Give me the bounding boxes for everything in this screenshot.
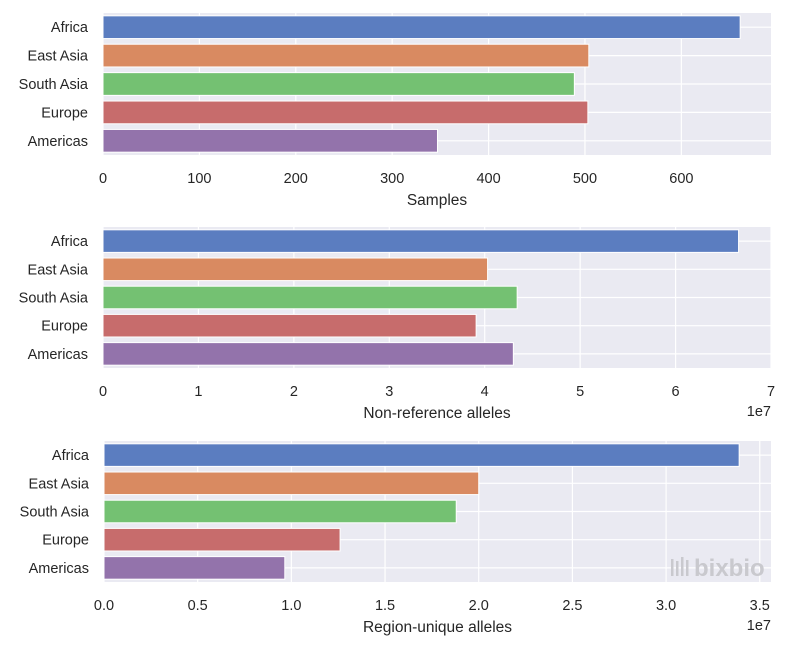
bar-americas [102, 128, 438, 153]
x-offset-text: 1e7 [747, 618, 771, 634]
bar-europe [103, 527, 341, 552]
x-tick-label: 0 [99, 171, 107, 187]
category-label: Europe [42, 533, 89, 549]
category-label: East Asia [28, 49, 89, 65]
x-tick-label: 1 [194, 384, 202, 400]
bar-east-asia [102, 257, 489, 282]
x-tick-label: 5 [576, 384, 584, 400]
x-axis-label: Non-reference alleles [363, 405, 511, 422]
bar-south-asia [102, 285, 518, 310]
x-tick-label: 0 [99, 384, 107, 400]
x-tick-label: 3 [385, 384, 393, 400]
category-label: East Asia [29, 476, 90, 492]
category-label: East Asia [28, 262, 89, 278]
x-tick-label: 2 [290, 384, 298, 400]
category-label: Europe [41, 319, 88, 335]
bar-east-asia [103, 471, 480, 496]
x-offset-text: 1e7 [747, 404, 771, 420]
bar-europe [102, 313, 477, 338]
x-tick-label: 600 [669, 171, 693, 187]
category-label: Africa [52, 448, 90, 464]
x-tick-label: 400 [476, 171, 500, 187]
x-tick-label: 1.5 [375, 598, 395, 614]
watermark: bixbio [671, 555, 765, 582]
category-label: Americas [28, 134, 88, 150]
x-tick-label: 100 [187, 171, 211, 187]
x-tick-label: 1.0 [281, 598, 301, 614]
category-label: South Asia [19, 291, 89, 307]
x-tick-label: 2.5 [562, 598, 582, 614]
bar-africa [103, 443, 740, 467]
x-tick-label: 2.0 [469, 598, 489, 614]
x-tick-label: 200 [284, 171, 308, 187]
bar-americas [103, 556, 286, 580]
panel-3: Africa East Asia South Asia Europe Americas 0… [20, 441, 771, 636]
panel-1: Africa East Asia South Asia Europe Americas 0… [19, 13, 771, 209]
bar-east-asia [102, 43, 590, 68]
bar-africa [102, 15, 741, 40]
bar-south-asia [102, 72, 575, 96]
bar-logo-icon [671, 557, 689, 576]
bar-europe [102, 100, 589, 125]
x-tick-label: 7 [767, 384, 775, 400]
watermark-text: bixbio [694, 555, 765, 582]
x-tick-label: 0.0 [94, 598, 114, 614]
category-label: Europe [41, 105, 88, 121]
x-tick-label: 300 [380, 171, 404, 187]
x-tick-label: 3.0 [656, 598, 676, 614]
x-axis-label: Samples [407, 192, 468, 209]
bar-south-asia [103, 499, 457, 524]
x-axis-label: Region-unique alleles [363, 619, 512, 636]
panel-2: Africa East Asia South Asia Europe Americas 0… [19, 227, 775, 422]
category-label: Africa [51, 20, 89, 36]
x-tick-label: 500 [573, 171, 597, 187]
category-label: Americas [28, 347, 88, 363]
category-label: South Asia [20, 505, 90, 521]
bar-americas [102, 342, 514, 366]
category-label: South Asia [19, 77, 89, 93]
x-tick-label: 0.5 [188, 598, 208, 614]
bar-africa [102, 229, 740, 253]
category-label: Africa [51, 234, 89, 250]
x-tick-label: 6 [672, 384, 680, 400]
category-label: Americas [29, 561, 89, 577]
x-tick-label: 4 [481, 384, 489, 400]
x-tick-label: 3.5 [750, 598, 770, 614]
